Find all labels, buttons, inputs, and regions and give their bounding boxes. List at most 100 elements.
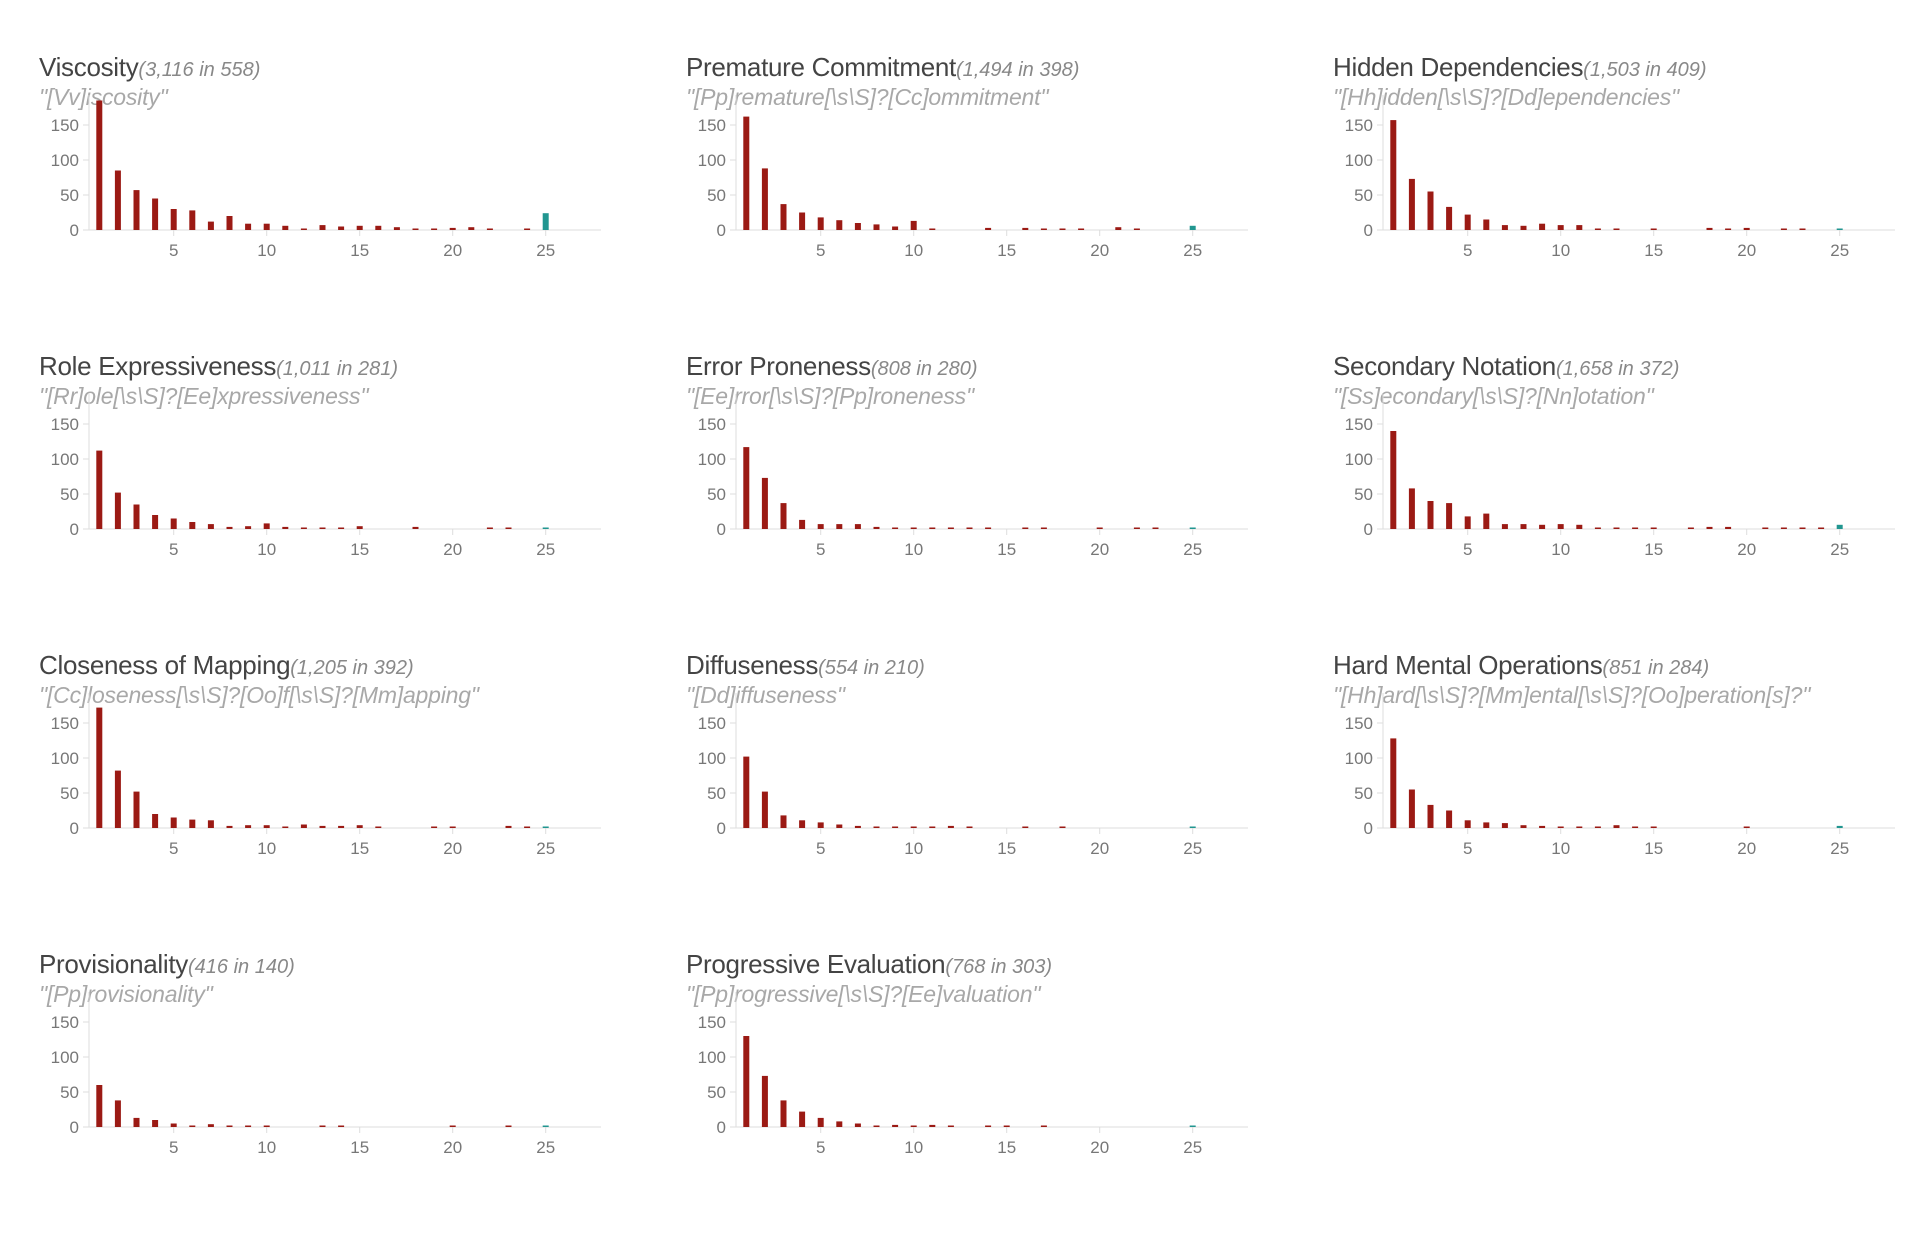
x-tick-label: 15 <box>1644 241 1663 260</box>
x-tick-label: 20 <box>443 839 462 858</box>
y-tick-label: 100 <box>698 151 726 170</box>
bar <box>1096 527 1103 529</box>
highlight-bar <box>542 527 549 529</box>
y-tick: 100 <box>1345 749 1383 768</box>
bar <box>1780 228 1787 230</box>
bar <box>226 216 233 230</box>
x-tick: 25 <box>536 230 555 260</box>
bar <box>780 815 787 828</box>
histogram: 0 50 100 150 5 10 15 20 25 <box>1345 693 1895 858</box>
x-tick-label: 10 <box>904 540 923 559</box>
y-tick-label: 0 <box>1364 221 1373 240</box>
x-tick: 15 <box>350 529 369 559</box>
y-tick-label: 150 <box>51 1013 79 1032</box>
bar <box>836 824 843 828</box>
y-tick: 150 <box>51 1013 89 1032</box>
x-tick: 5 <box>816 1127 825 1157</box>
x-tick: 20 <box>443 828 462 858</box>
x-tick: 5 <box>816 529 825 559</box>
bar <box>817 1117 824 1127</box>
x-tick: 10 <box>257 529 276 559</box>
y-tick: 50 <box>1354 186 1383 205</box>
x-tick: 20 <box>1090 828 1109 858</box>
bar <box>1706 526 1713 529</box>
bar <box>799 212 806 230</box>
chart-panel: Closeness of Mapping(1,205 in 392) "[Cc]l… <box>39 650 601 950</box>
bar <box>96 450 103 529</box>
x-tick: 25 <box>1830 828 1849 858</box>
chart-title: Secondary Notation(1,658 in 372) <box>1333 351 1679 382</box>
bar <box>114 1100 121 1127</box>
term-name: Provisionality <box>39 949 188 979</box>
y-tick: 150 <box>1345 714 1383 733</box>
y-tick: 100 <box>51 450 89 469</box>
term-name: Viscosity <box>39 52 139 82</box>
x-tick: 25 <box>1183 1127 1202 1157</box>
chart-title: Hard Mental Operations(851 in 284) <box>1333 650 1709 681</box>
bar <box>1632 527 1639 529</box>
bar <box>245 223 252 230</box>
bar <box>1022 527 1029 529</box>
x-tick: 15 <box>997 230 1016 260</box>
chart-panel: Hidden Dependencies(1,503 in 409) "[Hh]id… <box>1333 52 1895 352</box>
x-tick-label: 15 <box>997 839 1016 858</box>
x-tick-label: 5 <box>816 540 825 559</box>
bar <box>170 518 177 529</box>
y-tick-label: 50 <box>707 1083 726 1102</box>
bar <box>356 526 363 529</box>
x-tick-label: 20 <box>1090 540 1109 559</box>
bar <box>892 826 899 828</box>
x-tick: 20 <box>1090 230 1109 260</box>
x-tick: 20 <box>443 529 462 559</box>
x-tick: 25 <box>536 1127 555 1157</box>
y-tick-label: 100 <box>51 151 79 170</box>
y-tick-label: 100 <box>51 450 79 469</box>
y-tick-label: 0 <box>70 819 79 838</box>
chart-title: Progressive Evaluation(768 in 303) <box>686 949 1052 980</box>
bar <box>152 515 159 529</box>
x-tick-label: 20 <box>443 540 462 559</box>
x-tick-label: 10 <box>257 1138 276 1157</box>
y-tick-label: 100 <box>698 749 726 768</box>
term-name: Role Expressiveness <box>39 351 277 381</box>
bar <box>375 826 382 828</box>
bar <box>1003 1125 1010 1127</box>
x-tick-label: 20 <box>1090 1138 1109 1157</box>
x-tick: 10 <box>904 529 923 559</box>
search-regex: "[Pp]remature[\s\S]?[Cc]ommitment" <box>686 84 1049 110</box>
y-tick: 50 <box>60 784 89 803</box>
x-tick-label: 15 <box>1644 540 1663 559</box>
bar <box>170 1123 177 1127</box>
search-regex: "[Ss]econdary[\s\S]?[Nn]otation" <box>1333 383 1654 409</box>
bar <box>96 707 103 828</box>
bar <box>1133 228 1140 230</box>
bar <box>854 524 861 529</box>
x-tick-label: 20 <box>443 241 462 260</box>
x-tick-label: 25 <box>536 540 555 559</box>
bar <box>1133 527 1140 529</box>
y-tick: 100 <box>698 151 736 170</box>
term-name: Error Proneness <box>686 351 871 381</box>
x-tick: 20 <box>1737 529 1756 559</box>
y-tick-label: 150 <box>698 116 726 135</box>
x-tick: 5 <box>169 1127 178 1157</box>
y-tick-label: 100 <box>51 1048 79 1067</box>
bar <box>1762 527 1769 529</box>
bar <box>245 526 252 529</box>
search-regex: "[Cc]loseness[\s\S]?[Oo]f[\s\S]?[Mm]appi… <box>39 682 479 708</box>
x-tick-label: 5 <box>816 839 825 858</box>
x-tick: 10 <box>904 230 923 260</box>
bar <box>1427 191 1434 230</box>
x-tick: 5 <box>169 230 178 260</box>
y-tick-label: 0 <box>1364 520 1373 539</box>
bar <box>338 825 345 828</box>
bar <box>1576 225 1583 230</box>
x-tick-label: 25 <box>1830 839 1849 858</box>
search-regex: "[Dd]iffuseness" <box>686 682 845 708</box>
bar <box>356 825 363 828</box>
y-tick-label: 100 <box>1345 151 1373 170</box>
chart-panel: Premature Commitment(1,494 in 398) "[Pp]r… <box>686 52 1248 352</box>
term-count: (1,658 in 372) <box>1555 358 1680 380</box>
bar <box>985 527 992 529</box>
x-tick: 25 <box>536 529 555 559</box>
